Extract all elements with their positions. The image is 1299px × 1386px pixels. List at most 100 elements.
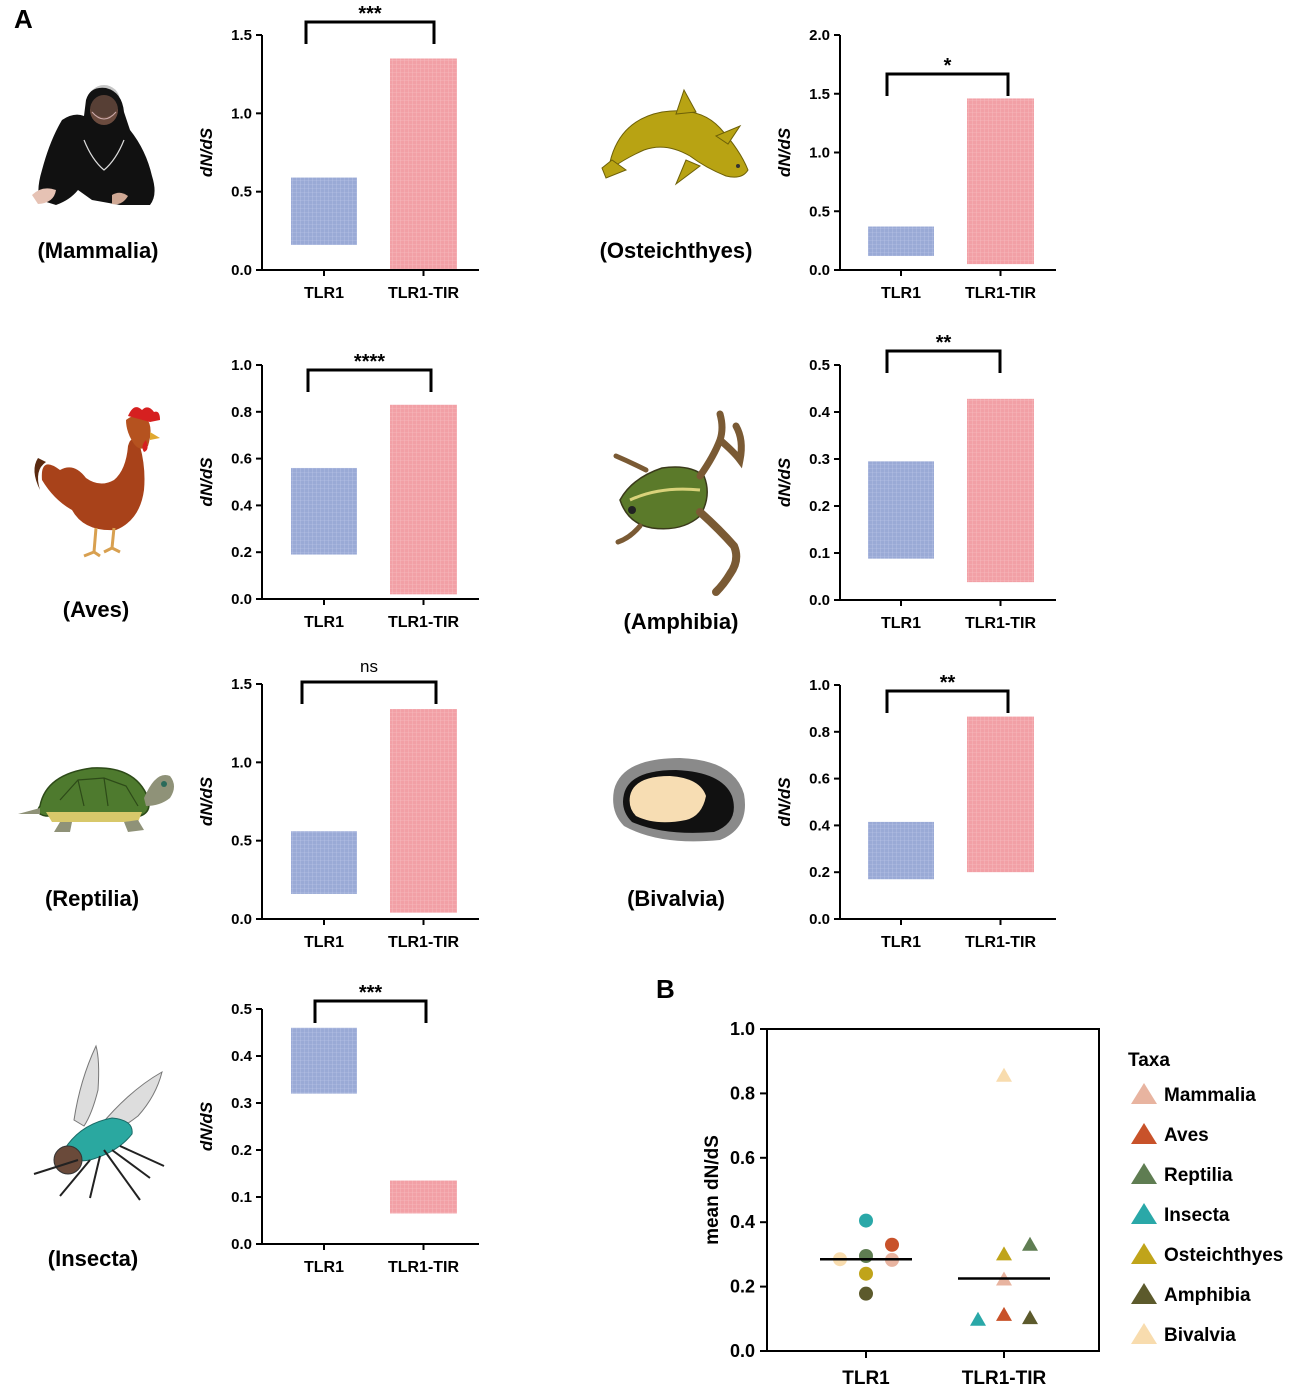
y-tick-label-insecta: 0.2 [231,1142,252,1159]
taxon-label-amphibia: (Amphibia) [624,609,739,634]
legend-label-mammalia: Mammalia [1164,1085,1256,1106]
turtle-icon [18,767,174,832]
y-tick-label-insecta: 0.3 [231,1095,252,1112]
legend-label-osteichthyes: Osteichthyes [1164,1245,1283,1266]
legend-marker-aves [1131,1123,1157,1144]
point-tlr1-tir-reptilia [1022,1236,1038,1251]
y-tick-label-aves: 0.4 [231,497,253,514]
bar-bivalvia-tlr1-tir [967,716,1034,873]
y-tick-label-panel-b: 0.0 [730,1341,755,1361]
y-axis-label-amphibia: dN/dS [775,457,794,507]
bar-osteichthyes-tlr1-tir [967,98,1034,265]
y-axis-label-mammalia: dN/dS [197,127,216,177]
bar-reptilia-tlr1-tir [390,709,457,913]
y-tick-label-bivalvia: 0.8 [809,724,830,741]
y-tick-label-amphibia: 0.5 [809,357,830,374]
y-axis-label-reptilia: dN/dS [197,776,216,826]
y-tick-label-reptilia: 0.5 [231,833,252,850]
significance-bracket-insecta [313,999,428,1023]
y-tick-label-bivalvia: 0.6 [809,771,830,788]
x-tick-label-amphibia: TLR1-TIR [965,615,1037,632]
fish-icon [601,88,749,186]
significance-label-osteichthyes: * [944,55,952,77]
significance-bracket-osteichthyes [885,72,1010,96]
y-tick-label-bivalvia: 0.0 [809,911,830,928]
panel-b-scatter: 0.0 0.2 0.4 0.6 0.8 1.0 TLR1 TLR1-TIR mean dN/dS [702,1019,1100,1386]
panel-label-b: B [656,974,675,1004]
y-tick-label-amphibia: 0.2 [809,498,830,515]
chart-insecta: 0.0 0.1 0.2 0.3 0.4 0.5 TLR1 TLR1-TIR dN/dS *** [197,982,479,1276]
legend-marker-bivalvia [1131,1323,1157,1344]
x-tick-label-reptilia: TLR1 [304,934,344,951]
significance-label-mammalia: *** [358,3,382,25]
bar-aves-tlr1-tir [390,404,457,595]
y-axis-label-osteichthyes: dN/dS [775,127,794,177]
x-tick-label-mammalia: TLR1 [304,285,344,302]
point-tlr1-tir-aves [996,1306,1012,1321]
x-tick-label-panel-b: TLR1 [842,1368,890,1386]
y-tick-label-amphibia: 0.1 [809,545,830,562]
y-tick-label-mammalia: 0.0 [231,262,252,279]
taxon-label-bivalvia: (Bivalvia) [627,886,725,911]
panel-b-legend: Taxa Mammalia Aves Reptilia Insecta Osteichth… [1128,1050,1283,1346]
x-tick-label-mammalia: TLR1-TIR [388,285,460,302]
y-tick-label-reptilia: 0.0 [231,911,252,928]
taxon-label-reptilia: (Reptilia) [45,886,139,911]
significance-label-insecta: *** [359,982,383,1004]
legend-label-bivalvia: Bivalvia [1164,1325,1236,1346]
bar-bivalvia-tlr1 [868,821,934,880]
rooster-icon [34,407,160,558]
taxon-label-insecta: (Insecta) [48,1246,138,1271]
y-tick-label-panel-b: 1.0 [730,1019,755,1039]
y-tick-label-mammalia: 1.0 [231,105,252,122]
legend-title: Taxa [1128,1050,1170,1071]
y-axis-label-bivalvia: dN/dS [775,777,794,827]
legend-marker-osteichthyes [1131,1243,1157,1264]
point-tlr1-tir-bivalvia [996,1067,1012,1082]
y-tick-label-aves: 0.2 [231,544,252,561]
point-tlr1-osteichthyes [859,1266,873,1281]
x-tick-label-reptilia: TLR1-TIR [388,934,460,951]
significance-label-reptilia: ns [360,657,378,676]
y-tick-label-osteichthyes: 0.0 [809,262,830,279]
bar-insecta-tlr1 [291,1027,357,1094]
x-tick-label-bivalvia: TLR1-TIR [965,934,1037,951]
y-tick-label-aves: 0.6 [231,451,252,468]
y-tick-label-amphibia: 0.3 [809,451,830,468]
y-axis-label-aves: dN/dS [197,457,216,507]
point-tlr1-amphibia [859,1286,873,1301]
legend-marker-amphibia [1131,1283,1157,1304]
chart-aves: 0.0 0.2 0.4 0.6 0.8 1.0 TLR1 TLR1-TIR dN/dS **** [197,351,479,631]
y-tick-label-mammalia: 1.5 [231,27,252,44]
taxon-label-aves: (Aves) [63,597,129,622]
point-tlr1-tir-insecta [970,1311,986,1326]
x-tick-label-bivalvia: TLR1 [881,934,921,951]
significance-bracket-reptilia [300,680,438,704]
y-tick-label-bivalvia: 1.0 [809,677,830,694]
y-tick-label-panel-b: 0.4 [730,1212,755,1232]
point-tlr1-reptilia [859,1249,873,1264]
y-tick-label-bivalvia: 0.4 [809,817,831,834]
y-tick-label-insecta: 0.0 [231,1236,252,1253]
significance-bracket-amphibia [885,349,1002,373]
y-tick-label-bivalvia: 0.2 [809,864,830,881]
y-axis-label-panel-b: mean dN/dS [702,1135,723,1245]
bar-mammalia-tlr1-tir [390,58,457,270]
legend-marker-mammalia [1131,1083,1157,1104]
bar-mammalia-tlr1 [291,177,357,245]
y-tick-label-panel-b: 0.6 [730,1148,755,1168]
point-tlr1-aves [885,1237,899,1252]
frog-icon [613,410,745,596]
point-tlr1-insecta [859,1213,873,1228]
significance-label-aves: **** [354,351,385,373]
point-tlr1-tir-osteichthyes [996,1246,1012,1261]
panel-label-a: A [14,4,33,34]
bar-insecta-tlr1-tir [390,1180,457,1214]
legend-marker-insecta [1131,1203,1157,1224]
x-tick-label-osteichthyes: TLR1-TIR [965,285,1037,302]
y-tick-label-insecta: 0.4 [231,1048,253,1065]
significance-label-amphibia: ** [936,332,952,354]
y-tick-label-insecta: 0.1 [231,1189,252,1206]
bar-amphibia-tlr1 [868,461,934,559]
